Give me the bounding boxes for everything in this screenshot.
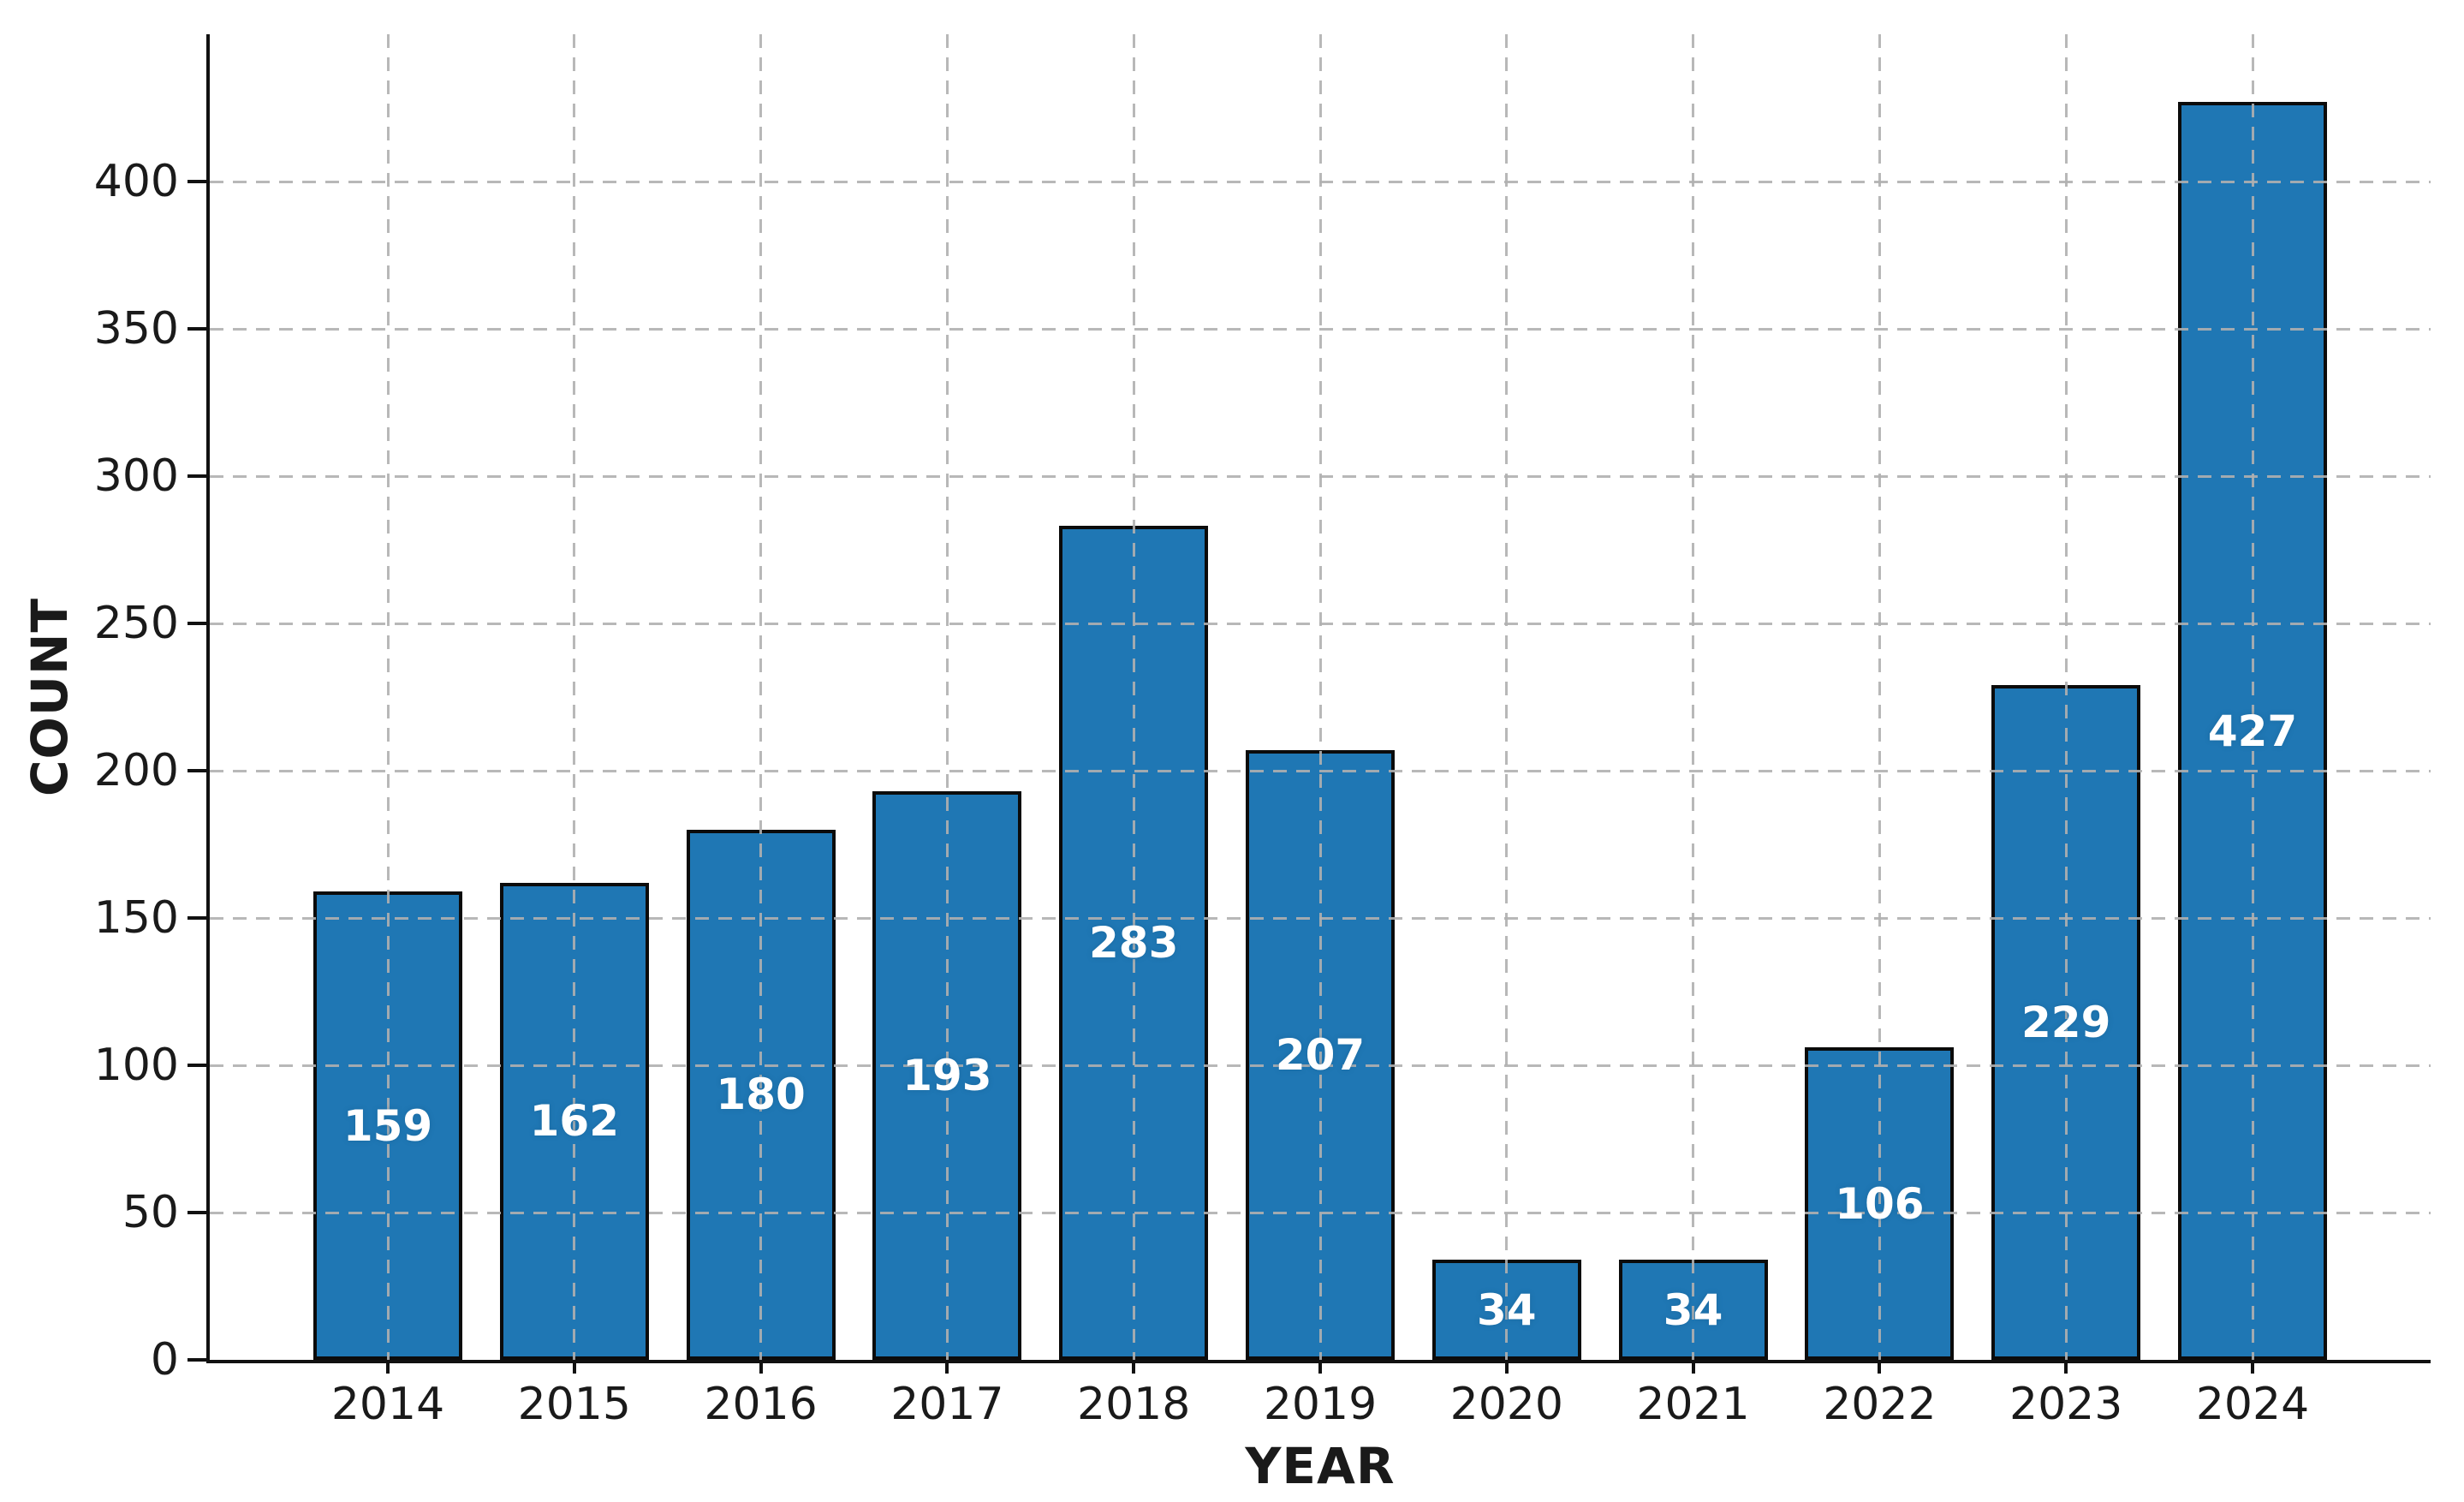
v-gridline-2018 xyxy=(1132,34,1135,1360)
y-tick-400 xyxy=(187,180,206,183)
x-tick-2022 xyxy=(1878,1360,1882,1374)
x-tick-label-2024: 2024 xyxy=(2195,1379,2310,1430)
v-gridline-2017 xyxy=(945,34,949,1360)
v-gridline-2024 xyxy=(2251,34,2254,1360)
bar-value-label-2018: 283 xyxy=(1089,918,1179,969)
x-tick-label-2021: 2021 xyxy=(1636,1379,1750,1430)
bar-value-label-2014: 159 xyxy=(342,1100,433,1151)
x-tick-2018 xyxy=(1132,1360,1136,1374)
bar-value-label-2015: 162 xyxy=(529,1096,619,1147)
y-tick-200 xyxy=(187,769,206,772)
bar-value-label-2021: 34 xyxy=(1663,1284,1723,1335)
x-tick-label-2014: 2014 xyxy=(330,1379,445,1430)
x-tick-label-2016: 2016 xyxy=(704,1379,818,1430)
y-tick-label-50: 50 xyxy=(122,1187,179,1238)
gridlines-layer xyxy=(210,34,2431,1360)
y-axis-title: COUNT xyxy=(21,597,79,797)
x-tick-label-2020: 2020 xyxy=(1449,1379,1563,1430)
v-gridline-2019 xyxy=(1318,34,1322,1360)
x-tick-2014 xyxy=(386,1360,390,1374)
bar-value-label-2017: 193 xyxy=(902,1051,992,1101)
y-tick-300 xyxy=(187,474,206,478)
v-gridline-2016 xyxy=(759,34,763,1360)
bar-value-label-2016: 180 xyxy=(716,1070,806,1120)
x-tick-2017 xyxy=(945,1360,949,1374)
v-gridline-2020 xyxy=(1505,34,1509,1360)
y-axis-spine xyxy=(206,34,210,1360)
bar-value-label-2019: 207 xyxy=(1275,1029,1366,1080)
x-axis-title: YEAR xyxy=(1245,1437,1396,1495)
x-tick-label-2018: 2018 xyxy=(1077,1379,1191,1430)
bar-value-label-2024: 427 xyxy=(2207,706,2298,756)
x-tick-label-2019: 2019 xyxy=(1263,1379,1378,1430)
v-gridline-2023 xyxy=(2064,34,2068,1360)
v-gridline-2022 xyxy=(1878,34,1881,1360)
x-tick-2021 xyxy=(1691,1360,1695,1374)
y-tick-label-400: 400 xyxy=(93,156,179,207)
x-tick-2015 xyxy=(572,1360,576,1374)
y-tick-label-200: 200 xyxy=(93,745,179,796)
v-gridline-2021 xyxy=(1692,34,1695,1360)
y-tick-250 xyxy=(187,622,206,625)
y-tick-50 xyxy=(187,1211,206,1214)
y-tick-100 xyxy=(187,1064,206,1067)
bar-value-label-2023: 229 xyxy=(2021,998,2111,1048)
value-labels-layer: 159 162 180 193 283 207 34 34 106 229 427 xyxy=(210,34,2431,1360)
y-tick-label-150: 150 xyxy=(93,892,179,944)
y-tick-label-100: 100 xyxy=(93,1040,179,1091)
v-gridline-2015 xyxy=(573,34,576,1360)
x-tick-2016 xyxy=(759,1360,763,1374)
x-tick-label-2023: 2023 xyxy=(2009,1379,2123,1430)
y-tick-label-0: 0 xyxy=(150,1334,179,1386)
x-tick-2019 xyxy=(1318,1360,1322,1374)
bar-value-label-2022: 106 xyxy=(1835,1178,1925,1229)
y-tick-350 xyxy=(187,327,206,331)
x-tick-2023 xyxy=(2064,1360,2068,1374)
bar-value-label-2020: 34 xyxy=(1477,1284,1537,1335)
y-tick-150 xyxy=(187,916,206,920)
x-tick-2024 xyxy=(2251,1360,2254,1374)
x-tick-label-2022: 2022 xyxy=(1823,1379,1937,1430)
plot-area: 159 162 180 193 283 207 34 34 106 229 427 0 50 100 15… xyxy=(94,34,2431,1427)
x-tick-label-2017: 2017 xyxy=(890,1379,1004,1430)
y-tick-label-300: 300 xyxy=(93,450,179,502)
x-tick-2020 xyxy=(1504,1360,1509,1374)
v-gridline-2014 xyxy=(386,34,390,1360)
y-tick-label-350: 350 xyxy=(93,303,179,355)
y-tick-0 xyxy=(187,1358,206,1362)
y-tick-label-250: 250 xyxy=(93,598,179,649)
x-tick-label-2015: 2015 xyxy=(517,1379,631,1430)
